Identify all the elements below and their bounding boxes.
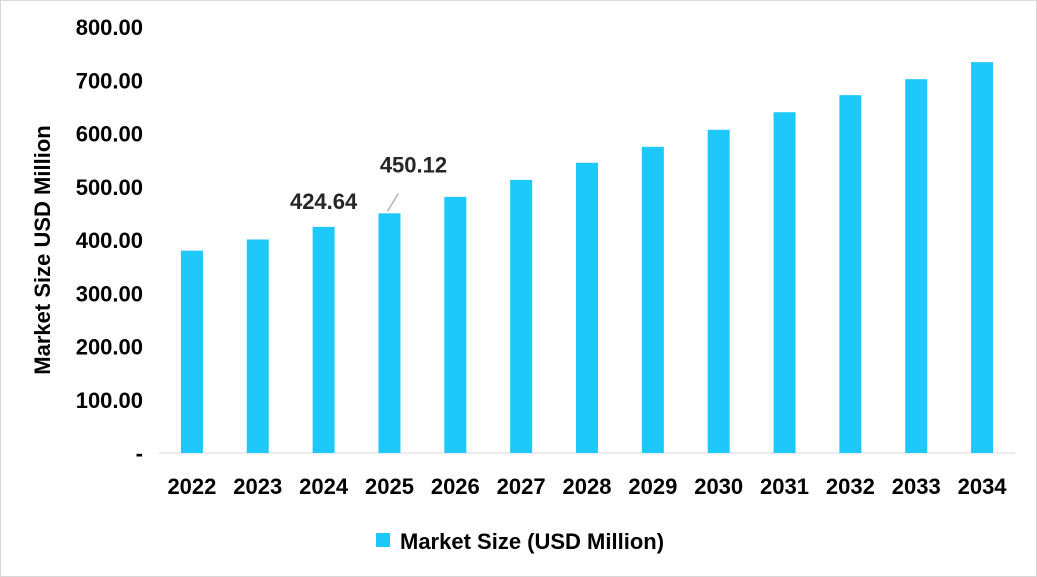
y-axis-label: Market Size USD Million — [30, 125, 55, 374]
y-tick-label: 100.00 — [76, 388, 143, 413]
bar-2029 — [641, 146, 664, 453]
data-label-leader-line — [386, 192, 399, 212]
x-tick-label: 2027 — [497, 474, 546, 499]
x-tick-label: 2028 — [563, 474, 612, 499]
x-tick-label: 2031 — [760, 474, 809, 499]
bar-2030 — [707, 129, 730, 453]
x-tick-label: 2025 — [365, 474, 414, 499]
y-tick-label: 800.00 — [76, 15, 143, 40]
x-tick-label: 2026 — [431, 474, 480, 499]
data-label-2024: 424.64 — [290, 189, 358, 214]
bar-2023 — [246, 239, 269, 453]
x-tick-label: 2029 — [628, 474, 677, 499]
y-tick-label: - — [136, 441, 143, 466]
x-tick-label: 2024 — [299, 474, 349, 499]
y-tick-label: 400.00 — [76, 228, 143, 253]
data-label-2025: 450.12 — [380, 152, 447, 177]
y-tick-label: 500.00 — [76, 175, 143, 200]
bar-2033 — [905, 79, 928, 453]
bar-2031 — [773, 112, 796, 453]
x-tick-label: 2022 — [167, 474, 216, 499]
bar-2027 — [510, 179, 533, 453]
legend-swatch — [376, 533, 390, 547]
legend-label: Market Size (USD Million) — [400, 529, 664, 554]
bar-2032 — [839, 95, 862, 453]
bar-2024 — [312, 226, 335, 453]
bar-2026 — [444, 196, 467, 453]
bar-2034 — [971, 62, 994, 454]
y-tick-label: 200.00 — [76, 335, 143, 360]
bar-2028 — [576, 162, 598, 453]
y-tick-label: 600.00 — [76, 122, 143, 147]
y-tick-label: 700.00 — [76, 68, 143, 93]
x-tick-label: 2030 — [694, 474, 743, 499]
x-tick-label: 2033 — [892, 474, 941, 499]
x-tick-label: 2032 — [826, 474, 875, 499]
bar-2025 — [378, 213, 401, 453]
x-tick-label: 2034 — [958, 474, 1008, 499]
x-tick-label: 2023 — [233, 474, 282, 499]
y-tick-label: 300.00 — [76, 281, 143, 306]
bar-2022 — [180, 250, 203, 453]
